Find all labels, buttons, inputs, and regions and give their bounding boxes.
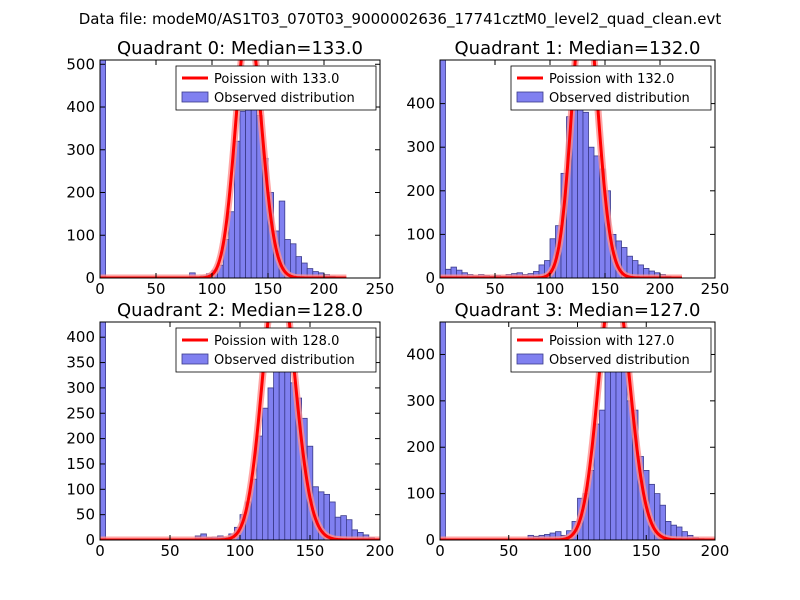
y-tick-label: 400 [406,345,435,363]
x-tick-label: 0 [95,280,105,298]
y-tick-label: 100 [66,226,95,244]
histogram-bar [593,155,600,278]
legend-label-observed: Observed distribution [214,91,355,106]
histogram-bar [621,363,628,540]
x-tick-label: 150 [591,280,620,298]
histogram-bar [284,344,291,540]
legend-bar-swatch [181,353,209,365]
histogram-bar [604,358,611,540]
x-tick-label: 0 [435,542,445,560]
legend-frame [175,65,377,111]
quadrant-0-chart: 0 50 100 150 200 250 0 100 200 300 400 500 Quadrant … [66,38,395,298]
y-tick-label: 200 [406,438,435,456]
histogram-bar [100,60,106,278]
y-tick-label: 0 [85,269,95,287]
legend-label-observed: Observed distribution [549,91,690,106]
histogram-bar [100,322,106,540]
quadrant-1-title: Quadrant 1: Median=132.0 [455,38,701,59]
legend: Poission with 132.0 Observed distribution [510,65,712,111]
y-tick-label: 0 [425,531,435,549]
y-tick-label: 100 [406,485,435,503]
legend-label-poisson: Poission with 132.0 [549,72,674,87]
histogram-bar [267,387,274,540]
x-tick-label: 150 [296,542,325,560]
legend-bar-swatch [516,353,544,365]
x-tick-label: 250 [701,280,730,298]
y-tick-label: 200 [66,430,95,448]
axes-frame [99,59,381,279]
x-tick-label: 100 [198,280,227,298]
histogram-bar [588,146,595,278]
legend-label-poisson: Poission with 133.0 [214,72,339,87]
histogram-bar [440,322,446,540]
histogram-bar [261,407,269,540]
y-tick-label: 400 [406,95,435,113]
y-tick-label: 100 [66,480,95,498]
y-tick-label: 150 [66,455,95,473]
legend-frame [510,65,712,111]
figure-suptitle: Data file: modeM0/AS1T03_070T03_90000026… [79,10,722,29]
x-tick-label: 50 [146,280,165,298]
x-tick-label: 0 [95,542,105,560]
axes-frame [439,59,716,279]
x-tick-label: 100 [563,542,592,560]
legend-label-observed: Observed distribution [549,353,690,368]
x-tick-label: 200 [310,280,339,298]
x-tick-label: 100 [226,542,255,560]
poisson-curve [440,322,715,540]
legend: Poission with 127.0 Observed distribution [510,327,712,373]
quadrant-2-chart: 0 50 100 150 200050100150200250300350400Quad… [66,300,395,560]
legend-bar-swatch [516,91,544,103]
y-tick-label: 100 [406,225,435,243]
x-tick-label: 50 [160,542,179,560]
x-tick-label: 200 [366,542,395,560]
legend: Poission with 133.0 Observed distribution [175,65,377,111]
legend-label-poisson: Poission with 127.0 [549,334,674,349]
y-tick-label: 250 [66,404,95,422]
y-tick-label: 300 [406,392,435,410]
y-tick-label: 0 [425,269,435,287]
x-tick-label: 150 [632,542,661,560]
legend: Poission with 128.0 Observed distribution [175,327,377,373]
y-tick-label: 200 [406,182,435,200]
quadrant-0-plot-area [100,60,347,278]
y-tick-label: 500 [66,55,95,73]
poisson-curve [100,60,347,278]
quadrant-2-title: Quadrant 2: Median=128.0 [117,300,363,321]
y-tick-label: 350 [66,354,95,372]
quadrant-2-plot-area [100,322,380,540]
poisson-curve [100,322,380,540]
legend-label-poisson: Poission with 128.0 [214,334,339,349]
histogram-bar [440,60,446,278]
histogram-bar [599,409,606,540]
quadrant-0-title: Quadrant 0: Median=133.0 [117,38,363,59]
x-tick-label: 100 [536,280,565,298]
histogram-bar [577,81,584,278]
legend-frame [175,327,377,373]
y-tick-label: 300 [66,141,95,159]
histogram-bar [582,111,589,278]
legend-frame [510,327,712,373]
y-tick-label: 0 [85,531,95,549]
legend-bar-swatch [181,91,209,103]
quadrant-3-chart: 0 50 100 150 200 0 100 200 300 400 Quadrant 3: Med… [406,300,730,560]
x-tick-label: 200 [646,280,675,298]
quadrant-3-title: Quadrant 3: Median=127.0 [455,300,701,321]
y-tick-label: 50 [76,506,95,524]
x-tick-label: 150 [254,280,283,298]
y-tick-label: 400 [66,328,95,346]
x-tick-label: 50 [499,542,518,560]
y-tick-label: 300 [66,379,95,397]
y-tick-label: 300 [406,138,435,156]
x-tick-label: 250 [366,280,395,298]
y-tick-label: 400 [66,98,95,116]
x-tick-label: 50 [485,280,504,298]
histogram-bar [239,110,246,278]
quadrant-1-chart: 0 50 100 150 200 250 0 100 200 300 400 Quadrant 1: … [406,38,730,298]
x-tick-label: 200 [701,542,730,560]
y-tick-label: 200 [66,184,95,202]
x-tick-label: 0 [435,280,445,298]
legend-label-observed: Observed distribution [214,353,355,368]
